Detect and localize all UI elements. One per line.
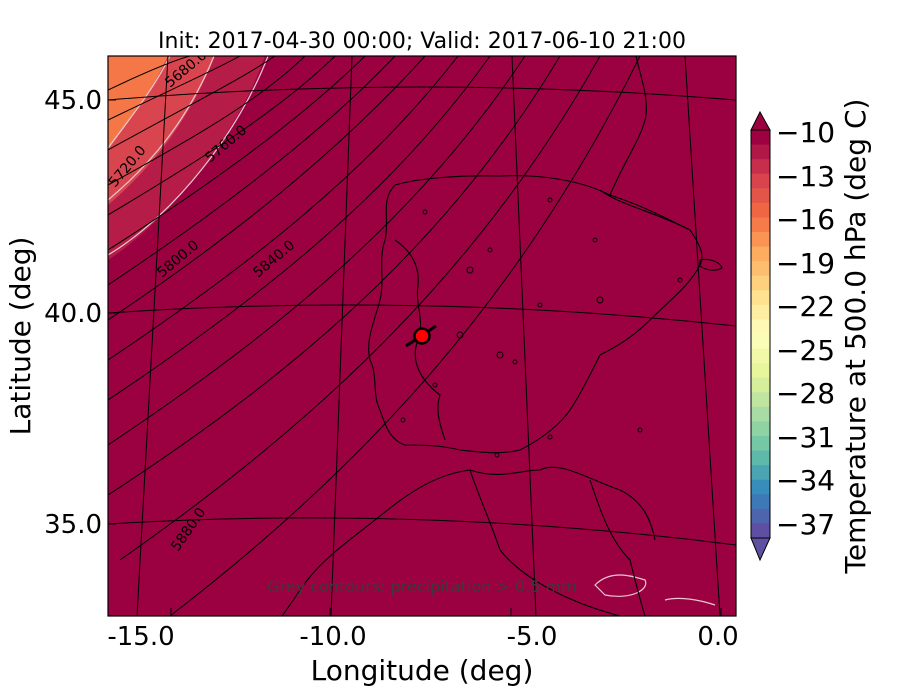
- colorbar: −10 −13 −16 −19 −22 −25 −28 −31 −34 −37 …: [750, 99, 872, 575]
- x-tick-label: 0.0: [697, 622, 738, 652]
- y-axis-label: Latitude (deg): [4, 237, 37, 436]
- colorbar-segment: [751, 523, 770, 539]
- balearic-islands: [699, 258, 723, 271]
- graticule: [108, 56, 736, 616]
- colorbar-segment: [751, 275, 770, 291]
- atlantic-coast-africa: [281, 519, 376, 616]
- x-tick-label: -5.0: [507, 622, 558, 652]
- geopotential-contours: [108, 56, 641, 616]
- colorbar-tick-label: −22: [776, 290, 835, 323]
- colorbar-segment: [751, 188, 770, 204]
- pyrenees-border: [599, 189, 691, 231]
- colorbar-tick-label: −31: [776, 421, 835, 454]
- colorbar-segment: [751, 377, 770, 393]
- y-tick-label: 35.0: [44, 510, 102, 540]
- colorbar-tick-label: −28: [776, 377, 835, 410]
- colorbar-tick-label: −19: [776, 247, 835, 280]
- north-africa-coastline: [374, 466, 656, 541]
- map-title: Init: 2017-04-30 00:00; Valid: 2017-06-1…: [158, 29, 686, 54]
- colorbar-segment: [751, 173, 770, 189]
- colorbar-segment: [751, 130, 770, 146]
- colorbar-tick-label: −25: [776, 334, 835, 367]
- lakes: [400, 197, 683, 458]
- colorbar-segment: [751, 421, 770, 437]
- colorbar-tick-label: −16: [776, 203, 835, 236]
- colorbar-segment: [751, 144, 770, 160]
- map-panel[interactable]: 5680.0 5720.0 5760.0 5800.0 5840.0 5880.…: [106, 47, 736, 616]
- colorbar-segment: [751, 232, 770, 248]
- colorbar-segment: [751, 465, 770, 481]
- temperature-band-warm: [108, 56, 168, 150]
- temperature-band-mid: [108, 56, 215, 205]
- x-axis-label: Longitude (deg): [311, 654, 534, 687]
- colorbar-segment: [751, 450, 770, 466]
- colorbar-segment: [751, 290, 770, 306]
- colorbar-segment: [751, 202, 770, 219]
- colorbar-label: Temperature at 500.0 hPa (deg C): [839, 99, 872, 575]
- colorbar-segment: [751, 494, 770, 510]
- colorbar-segment: [751, 348, 770, 364]
- colorbar-segment: [751, 319, 770, 335]
- colorbar-segment: [751, 261, 770, 277]
- coastlines: [281, 56, 723, 616]
- colorbar-tick-label: −34: [776, 464, 835, 497]
- colorbar-segment: [751, 406, 770, 423]
- colorbar-segments: [751, 130, 770, 539]
- colorbar-segment: [751, 363, 770, 379]
- colorbar-tick-label: −37: [776, 508, 835, 541]
- colorbar-segment: [751, 334, 770, 350]
- morocco-border: [589, 479, 646, 616]
- x-tick-label: -15.0: [107, 622, 174, 652]
- y-axis: 45.0 40.0 35.0 Latitude (deg): [4, 86, 116, 540]
- colorbar-segment: [751, 392, 770, 408]
- colorbar-segment: [751, 436, 770, 452]
- colorbar-top-extension: [750, 110, 771, 131]
- colorbar-frame: [750, 129, 771, 539]
- y-tick-label: 45.0: [44, 86, 102, 116]
- x-axis: -15.0 -10.0 -5.0 0.0 Longitude (deg): [107, 608, 739, 687]
- colorbar-segment: [751, 508, 770, 525]
- colorbar-segment: [751, 159, 770, 175]
- colorbar-ticks: −10 −13 −16 −19 −22 −25 −28 −31 −34 −37: [776, 116, 835, 541]
- x-tick-label: -10.0: [299, 622, 366, 652]
- colorbar-tick-label: −13: [776, 160, 835, 193]
- temperature-band-cool: [108, 56, 265, 260]
- precipitation-note: Grey contours: precipitation > 0.5 mm: [267, 577, 576, 596]
- colorbar-segment: [751, 246, 770, 262]
- map-frame: [107, 55, 737, 617]
- y-tick-label: 40.0: [44, 299, 102, 329]
- colorbar-bottom-extension: [750, 537, 771, 562]
- colorbar-segment: [751, 479, 770, 495]
- inland-border-africa: [469, 469, 621, 616]
- precipitation-contours: [108, 56, 716, 606]
- location-marker[interactable]: [405, 324, 437, 348]
- colorbar-segment: [751, 304, 770, 321]
- colorbar-segment: [751, 217, 770, 233]
- colorbar-tick-label: −10: [776, 116, 835, 149]
- france-coastline: [609, 56, 647, 196]
